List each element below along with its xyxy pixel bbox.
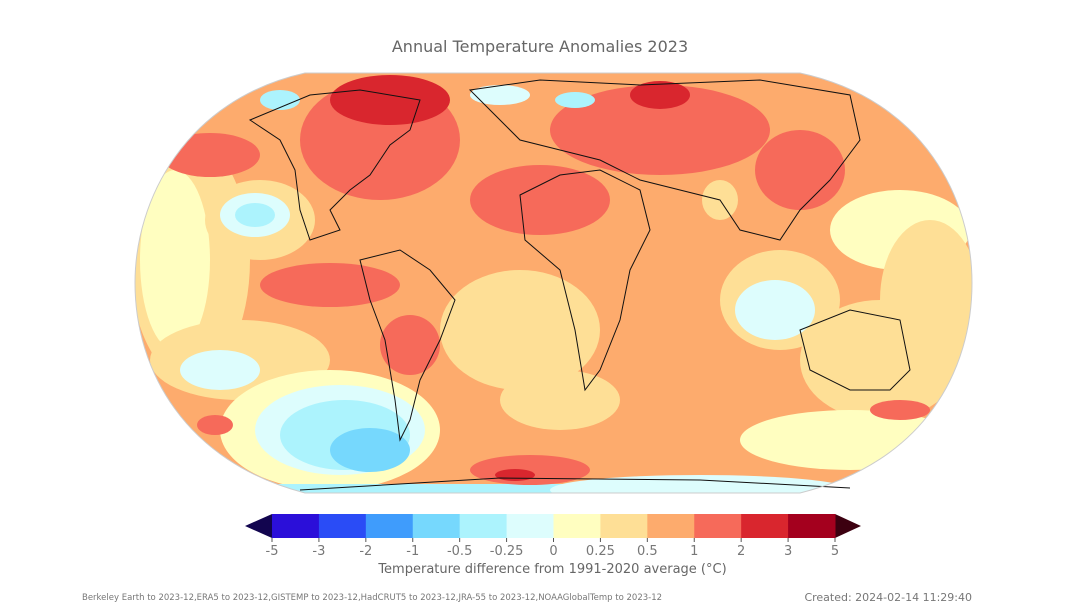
colorbar-tick-label: -2 <box>359 544 373 559</box>
colorbar-swatch <box>365 514 414 538</box>
colorbar-tick-label: 1 <box>690 544 699 559</box>
colorbar-swatch <box>272 514 320 538</box>
anomaly-field <box>135 73 972 493</box>
colorbar-tick-label: -0.25 <box>489 544 524 559</box>
colorbar-swatch <box>647 514 695 538</box>
colorbar-swatch <box>459 514 508 538</box>
created-timestamp: Created: 2024-02-14 11:29:40 <box>804 591 972 604</box>
colorbar-tick-label: 0.25 <box>585 544 615 559</box>
colorbar-swatch <box>412 514 461 538</box>
colorbar-tick-label: 3 <box>783 544 793 559</box>
colorbar-swatch <box>600 514 648 538</box>
colorbar-swatch <box>553 514 601 538</box>
colorbar-swatch <box>788 514 836 538</box>
map-title: Annual Temperature Anomalies 2023 <box>391 37 689 56</box>
coastlines <box>248 79 911 491</box>
colorbar-swatch <box>741 514 789 538</box>
colorbar-under-arrow <box>245 514 272 538</box>
colorbar-tick-label: 0.5 <box>636 544 658 559</box>
colorbar-tick-label: -5 <box>265 544 279 559</box>
colorbar-tick-label: 5 <box>830 544 840 559</box>
colorbar-tick-label: -1 <box>406 544 420 559</box>
colorbar-swatch <box>694 514 742 538</box>
colorbar-swatch <box>318 514 367 538</box>
map-border <box>134 72 973 494</box>
colorbar-swatch <box>506 514 554 538</box>
colorbar-tick-label: 2 <box>737 544 746 559</box>
colorbar-tick-label: 0 <box>549 544 558 559</box>
colorbar-tick-label: -3 <box>312 544 326 559</box>
colorbar-over-arrow <box>835 514 861 538</box>
colorbar-label: Temperature difference from 1991-2020 av… <box>378 562 727 577</box>
data-sources: Berkeley Earth to 2023-12,ERA5 to 2023-1… <box>82 593 663 603</box>
colorbar-tick-label: -0.5 <box>446 544 473 559</box>
